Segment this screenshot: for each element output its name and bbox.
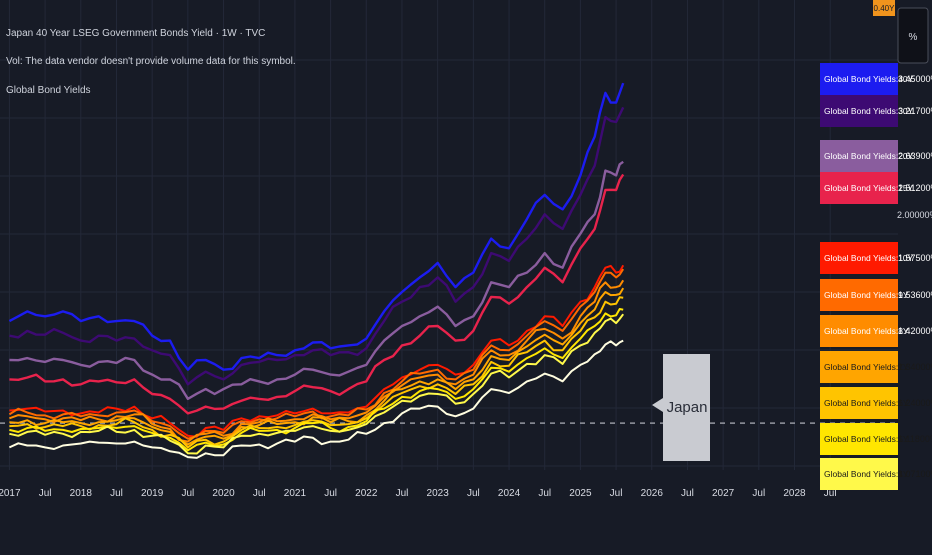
series-price-label[interactable]: Global Bond Yields:5Y1.11800% (820, 423, 932, 455)
time-axis-tick-label: Jul (181, 488, 194, 499)
series-line-1[interactable] (8, 82, 625, 371)
series-line-6[interactable] (8, 268, 625, 440)
series-last-value: 3.45000% (898, 74, 932, 84)
series-name-label: Global Bond Yields:20Y (824, 151, 914, 161)
time-axis-tick-label: 2019 (141, 488, 164, 499)
time-axis-tick-label: 2023 (427, 488, 450, 499)
volume-note: Vol: The data vendor doesn't provide vol… (6, 56, 296, 67)
indicator-title[interactable]: Global Bond Yields (6, 85, 91, 96)
japan-callout[interactable]: Japan (652, 354, 710, 461)
series-price-label-box (820, 351, 898, 383)
series-last-value: 1.53600% (898, 290, 932, 300)
series-line-11[interactable] (9, 313, 625, 455)
series-line-12[interactable] (8, 339, 624, 459)
time-axis-tick-label: Jul (824, 488, 837, 499)
time-axis-tick-label: Jul (253, 488, 266, 499)
series-line-10[interactable] (9, 308, 624, 452)
series-name-label: Global Bond Yields:30Y (824, 106, 914, 116)
series-name-label: Global Bond Yields:10Y (824, 253, 914, 263)
time-axis-tick-label: 2022 (355, 488, 378, 499)
symbol-title: Japan 40 Year LSEG Government Bonds Yiel… (6, 28, 265, 39)
percent-toggle-label: % (909, 32, 918, 43)
time-axis-tick-label: 2018 (70, 488, 93, 499)
top-price-tag-label: 0.40Y (874, 4, 896, 13)
time-axis-tick-label: Jul (324, 488, 337, 499)
series-last-value: 1.24000% (898, 398, 932, 408)
time-axis-tick-label: Jul (110, 488, 123, 499)
series-name-label: Global Bond Yields:8Y (824, 326, 909, 336)
time-axis-tick-label: 2020 (212, 488, 235, 499)
time-axis[interactable]: 2017 Jul 2018 Jul 2019 Jul 2020 Jul 2021 Jul 2022 J… (0, 488, 837, 499)
series-price-label[interactable]: Global Bond Yields:9Y1.53600% (820, 279, 932, 311)
time-axis-tick-label: Jul (396, 488, 409, 499)
series-price-label[interactable]: Global Bond Yields:4Y1.07100% (820, 458, 932, 490)
series-name-label: Global Bond Yields:15Y (824, 183, 914, 193)
series-name-label: Global Bond Yields:6Y (824, 398, 909, 408)
series-last-value: 1.34000% (898, 362, 932, 372)
series-line-5[interactable] (9, 264, 625, 438)
series-line-9[interactable] (9, 296, 624, 449)
japan-callout-label: Japan (667, 399, 708, 416)
series-price-label[interactable]: Global Bond Yields:6Y1.24000% (820, 387, 932, 419)
time-axis-tick-label: 2024 (498, 488, 521, 499)
series-price-label-box (820, 95, 898, 127)
plot-series[interactable] (0, 82, 898, 459)
series-price-label-box (820, 279, 898, 311)
series-name-label: Global Bond Yields:40Y (824, 74, 914, 84)
time-axis-tick-label: Jul (681, 488, 694, 499)
series-last-value: 1.07100% (898, 469, 932, 479)
time-axis-tick-label: 2028 (783, 488, 806, 499)
series-name-label: Global Bond Yields:9Y (824, 290, 909, 300)
series-last-value: 1.57500% (898, 253, 932, 263)
series-last-value: 2.51200% (898, 183, 932, 193)
time-axis-tick-label: 2017 (0, 488, 21, 499)
series-line-8[interactable] (9, 287, 625, 446)
series-price-label-box (820, 140, 898, 172)
series-name-label: Global Bond Yields:7Y (824, 362, 909, 372)
percent-toggle-button[interactable] (897, 7, 929, 64)
series-price-label[interactable]: Global Bond Yields:8Y1.42000% (820, 315, 932, 347)
time-axis-tick-label: Jul (538, 488, 551, 499)
series-line-4[interactable] (9, 173, 625, 415)
series-line-2[interactable] (9, 106, 625, 386)
series-price-label-box (820, 242, 898, 274)
time-axis-tick-label: Jul (467, 488, 480, 499)
series-price-label-box (820, 315, 898, 347)
time-axis-tick-label: 2021 (284, 488, 307, 499)
series-last-value: 1.42000% (898, 326, 932, 336)
time-axis-tick-label: 2027 (712, 488, 735, 499)
time-axis-tick-label: Jul (610, 488, 623, 499)
series-price-label[interactable]: Global Bond Yields:7Y1.34000% (820, 351, 932, 383)
series-last-value: 1.11800% (898, 434, 932, 444)
series-price-label-box (820, 63, 898, 95)
series-price-label-box (820, 423, 898, 455)
series-name-label: Global Bond Yields:5Y (824, 434, 909, 444)
time-axis-tick-label: Jul (752, 488, 765, 499)
time-axis-tick-label: 2026 (641, 488, 664, 499)
series-price-label-box (820, 458, 898, 490)
series-name-label: Global Bond Yields:4Y (824, 469, 909, 479)
series-last-value: 2.63900% (898, 151, 932, 161)
series-line-7[interactable] (9, 279, 625, 443)
series-line-3[interactable] (9, 160, 624, 401)
time-axis-tick-label: 2025 (569, 488, 592, 499)
japan-callout-shape (652, 354, 710, 461)
series-price-label-box (820, 387, 898, 419)
time-axis-tick-label: Jul (39, 488, 52, 499)
scale-mid-label: 2.00000% (897, 210, 932, 220)
series-last-value: 3.21700% (898, 106, 932, 116)
series-price-label-box (820, 172, 898, 204)
top-price-tag (873, 0, 895, 16)
